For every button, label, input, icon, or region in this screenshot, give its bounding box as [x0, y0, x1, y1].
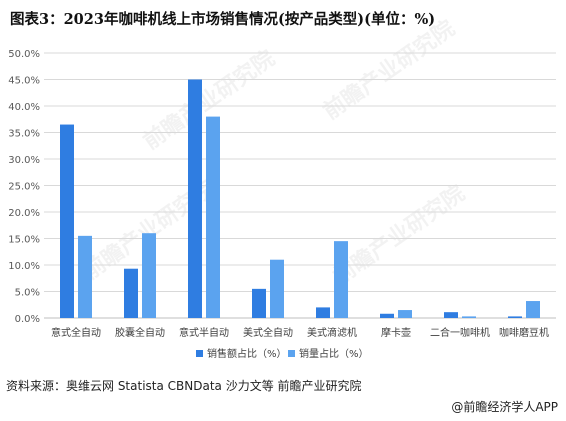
bar-volume-share	[142, 233, 156, 318]
bar-volume-share	[270, 259, 284, 318]
chart-title: 图表3：2023年咖啡机线上市场销售情况(按产品类型)(单位：%)	[10, 11, 436, 28]
x-tick-label: 咖啡磨豆机	[499, 326, 549, 339]
y-tick-label: 0.0%	[15, 314, 40, 325]
bar-volume-share	[526, 301, 540, 318]
bar-sales-share	[60, 124, 74, 318]
x-tick-label: 意式全自动	[51, 326, 101, 339]
x-tick-label: 二合一咖啡机	[430, 326, 490, 339]
legend-label: 销售额占比（%）	[207, 347, 287, 360]
legend-swatch	[288, 350, 295, 357]
bar-sales-share	[508, 316, 522, 318]
y-tick-label: 50.0%	[8, 49, 40, 60]
bar-volume-share	[78, 235, 92, 318]
x-tick-label: 美式全自动	[243, 326, 293, 339]
x-tick-label: 美式滴滤机	[307, 326, 357, 339]
bar-volume-share	[462, 316, 476, 318]
x-tick-label: 胶囊全自动	[115, 326, 165, 339]
y-tick-label: 25.0%	[8, 182, 40, 193]
y-tick-label: 35.0%	[8, 129, 40, 140]
y-tick-label: 40.0%	[8, 102, 40, 113]
y-tick-label: 15.0%	[8, 235, 40, 246]
bar-sales-share	[188, 79, 202, 318]
bar-sales-share	[380, 313, 394, 318]
y-tick-label: 20.0%	[8, 208, 40, 219]
brand-text: @前瞻经济学人APP	[451, 400, 558, 414]
y-tick-label: 45.0%	[8, 76, 40, 87]
bar-sales-share	[124, 268, 138, 318]
bar-volume-share	[398, 310, 412, 318]
y-tick-label: 30.0%	[8, 155, 40, 166]
bar-sales-share	[252, 288, 266, 318]
source-note: 资料来源：奥维云网 Statista CBNData 沙力文等 前瞻产业研究院	[6, 379, 362, 393]
watermark-text: 前瞻产业研究院	[319, 15, 460, 125]
legend-swatch	[196, 350, 203, 357]
y-tick-label: 10.0%	[8, 261, 40, 272]
brand-credit: @前瞻经济学人APP	[451, 398, 558, 415]
bar-volume-share	[206, 116, 220, 318]
bar-volume-share	[334, 241, 348, 318]
x-tick-label: 意式半自动	[179, 326, 229, 339]
bar-sales-share	[316, 307, 330, 318]
legend-label: 销量占比（%）	[299, 347, 369, 360]
x-tick-label: 摩卡壶	[381, 326, 411, 339]
watermark-text: 前瞻产业研究院	[329, 180, 470, 290]
y-tick-label: 5.0%	[15, 288, 40, 299]
bar-sales-share	[444, 312, 458, 318]
